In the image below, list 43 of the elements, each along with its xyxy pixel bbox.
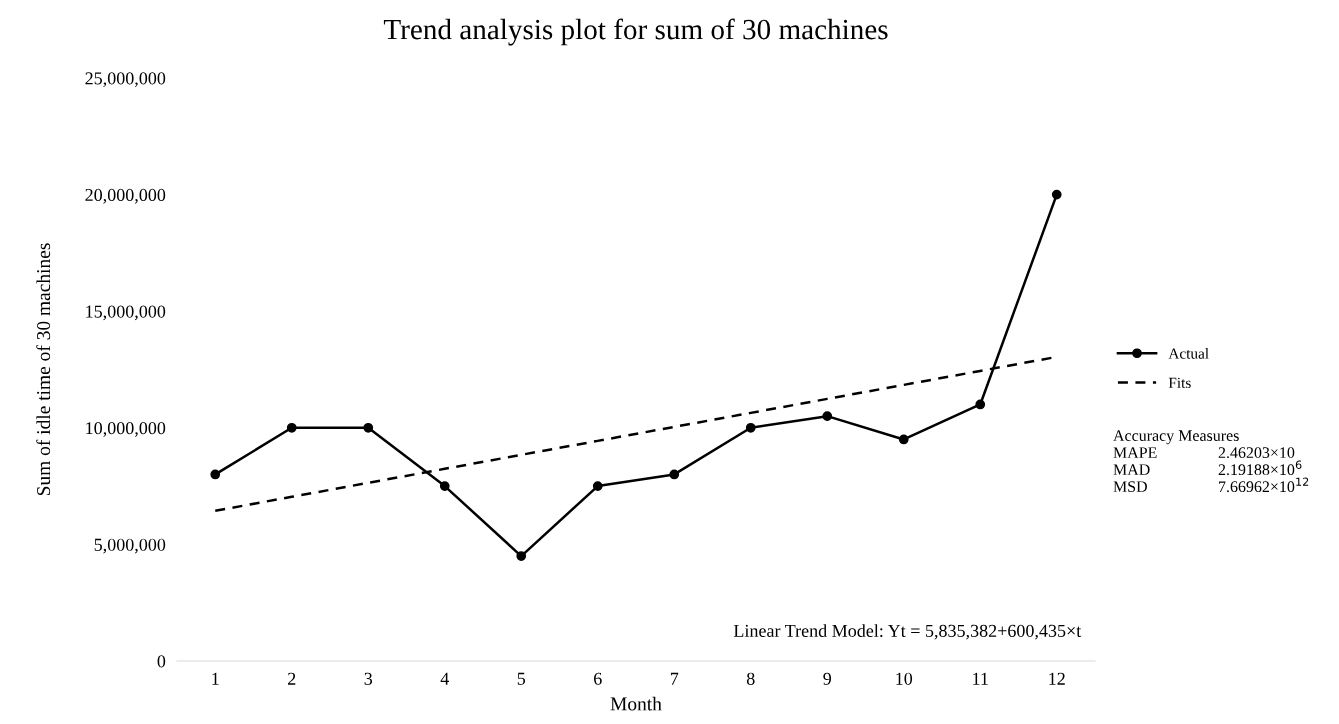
x-tick-label: 1 <box>212 672 219 685</box>
y-tick-label: 20,000,000 <box>85 188 166 204</box>
point <box>210 469 221 480</box>
y-tick-label: 0 <box>157 655 166 668</box>
chart-title: Trend analysis plot for sum of 30 machines <box>383 18 888 46</box>
point <box>745 422 756 433</box>
text: MSD <box>1113 481 1147 492</box>
y-tick-label: 15,000,000 <box>86 305 166 321</box>
x-tick-label: 6 <box>594 672 602 685</box>
x-tick-label: 11 <box>973 672 988 685</box>
y-axis-title: Sum of idle time of 30 machines <box>36 243 51 496</box>
point <box>1051 189 1062 200</box>
x-axis-title: Month <box>610 696 662 711</box>
x-tick-label: 12 <box>1049 672 1065 685</box>
x-tick-label: 3 <box>364 672 373 685</box>
legend-label: Fits <box>1168 377 1191 388</box>
point <box>439 481 450 491</box>
text: MAPE <box>1113 447 1157 458</box>
x-tick-label: 7 <box>670 672 679 685</box>
x-tick-label: 8 <box>746 672 755 685</box>
text: 2.46203×10 <box>1218 447 1295 459</box>
point <box>516 551 527 561</box>
point <box>286 422 297 433</box>
point <box>592 481 603 491</box>
text: 7.66962×10$^{12}$ <box>1219 477 1309 493</box>
y-tick-label: 10,000,000 <box>86 422 166 437</box>
text: Accuracy Measures <box>1113 430 1239 445</box>
x-tick-label: 9 <box>823 672 832 685</box>
point <box>363 422 374 433</box>
y-tick-label: 5,000,000 <box>94 538 166 554</box>
x-tick-label: 10 <box>896 672 913 685</box>
text: 2.19188×10$^{6}$ <box>1218 460 1302 476</box>
point <box>898 434 909 445</box>
point <box>822 411 833 422</box>
x-tick-label: 5 <box>517 672 526 685</box>
y-tick-label: 25,000,000 <box>85 72 166 88</box>
legend-label: Actual <box>1168 348 1209 359</box>
point <box>975 399 986 410</box>
x-tick-label: 2 <box>288 672 296 685</box>
text: MAD <box>1113 464 1150 475</box>
annotation: Linear Trend Model: Yt = 5,835,382+600,435×t <box>733 624 1082 640</box>
point <box>669 469 680 480</box>
x-tick-label: 4 <box>440 672 449 685</box>
